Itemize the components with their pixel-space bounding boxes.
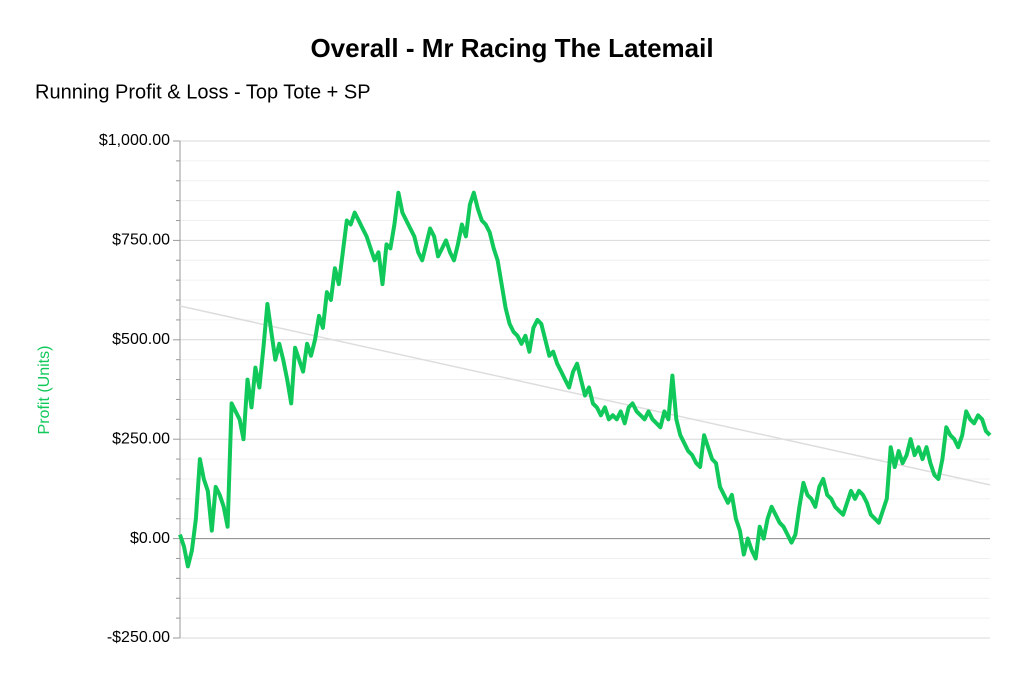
y-tick-label: $500.00 [112, 331, 170, 348]
y-tick-label: $750.00 [112, 232, 170, 249]
chart-subtitle: Running Profit & Loss - Top Tote + SP [35, 81, 371, 103]
y-tick-label: $0.00 [130, 530, 170, 547]
profit-line [178, 190, 992, 569]
chart-title: Overall - Mr Racing The Latemail [310, 33, 713, 63]
y-tick-label: $250.00 [112, 430, 170, 447]
y-axis-label: Profit (Units) [36, 346, 53, 435]
y-tick-label: $1,000.00 [99, 132, 170, 149]
y-tick-label: -$250.00 [107, 629, 170, 646]
